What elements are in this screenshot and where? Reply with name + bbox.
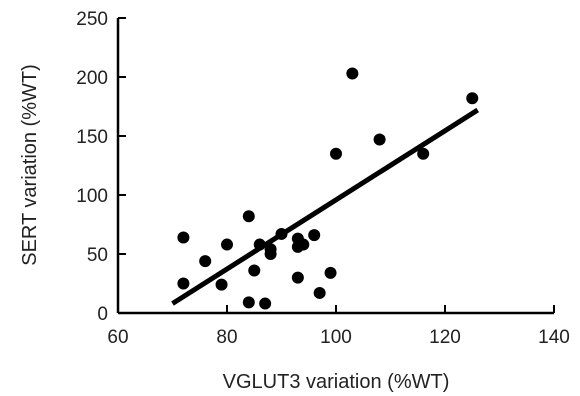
x-axis-title: VGLUT3 variation (%WT): [223, 371, 450, 393]
trend-line-group: [171, 107, 480, 306]
y-tick-label: 250: [76, 9, 108, 30]
y-tick-label: 50: [87, 245, 108, 266]
data-point: [324, 266, 337, 279]
data-point: [177, 231, 190, 244]
data-point: [242, 296, 255, 309]
data-point: [199, 255, 212, 268]
data-point: [466, 92, 479, 105]
y-axis-title: SERT variation (%WT): [19, 64, 41, 266]
data-point: [215, 278, 228, 291]
x-tick-label: 140: [538, 327, 570, 348]
data-point: [264, 243, 277, 256]
data-point: [297, 238, 310, 251]
data-point: [242, 210, 255, 223]
data-point: [313, 286, 326, 299]
axes: [116, 18, 554, 315]
y-tick-label: 100: [76, 186, 108, 207]
y-tick-label: 150: [76, 127, 108, 148]
data-point: [417, 147, 430, 160]
y-tick-label: 200: [76, 68, 108, 89]
data-point: [330, 147, 342, 160]
data-point: [346, 67, 359, 80]
data-point: [291, 271, 304, 284]
data-point: [308, 229, 321, 242]
data-point: [221, 238, 233, 251]
y-tick-label: 0: [97, 304, 108, 325]
x-tick-label: 100: [320, 327, 352, 348]
data-point: [177, 277, 190, 290]
x-tick-label: 60: [107, 327, 128, 348]
data-point: [248, 264, 261, 277]
data-point: [259, 297, 272, 310]
ticks: 0 50 100 150 200 250 60 80 100 120 140: [76, 9, 570, 348]
x-tick-label: 120: [429, 327, 461, 348]
trend-line: [171, 107, 480, 306]
data-point: [373, 133, 386, 146]
x-tick-label: 80: [216, 327, 237, 348]
